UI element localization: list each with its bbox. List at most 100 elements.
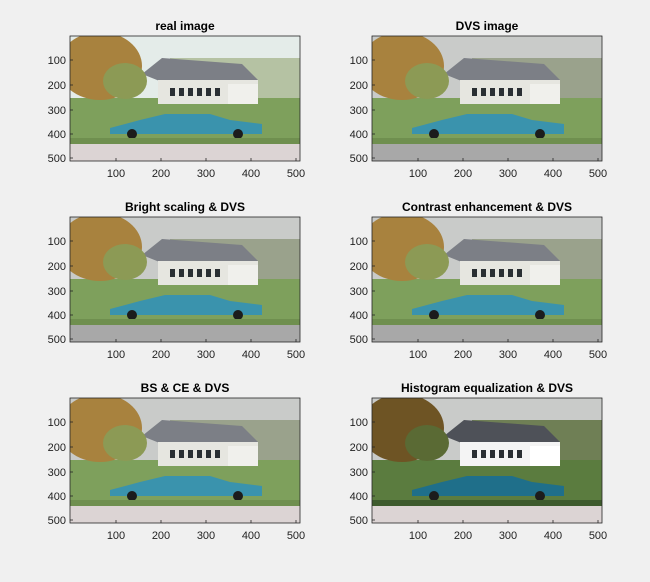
subplot-title: Contrast enhancement & DVS xyxy=(402,200,572,214)
y-tick-label: 400 xyxy=(48,310,66,322)
car-wheel xyxy=(429,310,439,320)
y-tick-label: 200 xyxy=(350,442,368,454)
house-window xyxy=(472,450,477,458)
subplot-title: DVS image xyxy=(456,19,519,33)
x-tick-label: 400 xyxy=(544,349,562,361)
house-window xyxy=(170,269,175,277)
house-window xyxy=(206,450,211,458)
house-window xyxy=(490,450,495,458)
car-wheel xyxy=(127,491,137,501)
x-tick-label: 300 xyxy=(499,349,517,361)
tree-foliage xyxy=(103,425,147,461)
image-display xyxy=(372,217,602,342)
y-tick-label: 500 xyxy=(48,153,66,165)
garage xyxy=(228,446,258,466)
y-tick-label: 300 xyxy=(48,105,66,117)
x-tick-label: 300 xyxy=(197,349,215,361)
y-tick-label: 100 xyxy=(350,417,368,429)
house-window xyxy=(472,88,477,96)
y-tick-label: 300 xyxy=(350,286,368,298)
garage xyxy=(228,84,258,104)
garage xyxy=(530,265,560,285)
x-tick-label: 200 xyxy=(454,168,472,180)
lawn-edge xyxy=(372,319,602,325)
car-body xyxy=(412,114,564,134)
house-window xyxy=(481,88,486,96)
house-window xyxy=(206,88,211,96)
car-wheel xyxy=(233,491,243,501)
tree-foliage xyxy=(405,244,449,280)
car-body xyxy=(110,476,262,496)
garage xyxy=(228,265,258,285)
axes-box xyxy=(69,35,301,162)
x-tick-label: 100 xyxy=(107,530,125,542)
car-wheel xyxy=(535,129,545,139)
house-window xyxy=(481,450,486,458)
axes-box xyxy=(69,397,301,524)
image-display xyxy=(372,36,602,161)
car-wheel xyxy=(233,310,243,320)
bottom-band xyxy=(372,506,602,523)
house-window xyxy=(508,88,513,96)
house-roof xyxy=(444,58,560,82)
garage xyxy=(530,84,560,104)
y-tick-label: 100 xyxy=(48,236,66,248)
house-window xyxy=(179,88,184,96)
house-window xyxy=(206,269,211,277)
image-display xyxy=(70,398,300,523)
house-window xyxy=(215,269,220,277)
house-window xyxy=(499,269,504,277)
car-wheel xyxy=(233,129,243,139)
y-tick-label: 100 xyxy=(350,236,368,248)
y-tick-label: 300 xyxy=(48,286,66,298)
x-tick-label: 400 xyxy=(242,530,260,542)
subplot-grid: real image 100 200 300 400 500 100 200 300 400 500… xyxy=(48,19,608,542)
x-tick-label: 100 xyxy=(107,349,125,361)
car-wheel xyxy=(535,491,545,501)
house-window xyxy=(499,450,504,458)
axes-box xyxy=(69,216,301,343)
car-wheel xyxy=(127,129,137,139)
x-tick-label: 200 xyxy=(454,349,472,361)
x-tick-label: 500 xyxy=(589,349,607,361)
subplot-panel: DVS image 100 200 300 400 500 100 200 300 400 500 xyxy=(350,19,608,180)
house-roof xyxy=(444,420,560,444)
house-window xyxy=(179,269,184,277)
subplot-title: Histogram equalization & DVS xyxy=(401,381,573,395)
bottom-band xyxy=(372,325,602,342)
bottom-band xyxy=(70,144,300,161)
car-wheel xyxy=(127,310,137,320)
garage xyxy=(530,446,560,466)
lawn-edge xyxy=(70,500,300,506)
y-tick-label: 100 xyxy=(48,417,66,429)
x-tick-label: 300 xyxy=(499,168,517,180)
y-tick-label: 200 xyxy=(48,80,66,92)
tree-foliage xyxy=(103,63,147,99)
x-tick-label: 400 xyxy=(242,168,260,180)
tree-foliage xyxy=(103,244,147,280)
x-tick-label: 500 xyxy=(287,349,305,361)
house-window xyxy=(215,88,220,96)
house-window xyxy=(517,450,522,458)
house-window xyxy=(508,269,513,277)
bottom-band xyxy=(70,325,300,342)
car-wheel xyxy=(535,310,545,320)
subplot-title: Bright scaling & DVS xyxy=(125,200,245,214)
car-wheel xyxy=(429,491,439,501)
y-tick-label: 500 xyxy=(48,515,66,527)
tree-foliage xyxy=(405,425,449,461)
house-roof xyxy=(142,420,258,444)
y-tick-label: 500 xyxy=(350,153,368,165)
x-tick-label: 500 xyxy=(589,168,607,180)
y-tick-label: 200 xyxy=(350,261,368,273)
image-display xyxy=(70,217,300,342)
y-tick-label: 100 xyxy=(48,55,66,67)
axes-box xyxy=(371,216,603,343)
subplot-panel: Bright scaling & DVS 100 200 300 400 500 100 20… xyxy=(48,200,306,361)
subplot-panel: Contrast enhancement & DVS 100 200 300 400 50… xyxy=(350,200,608,361)
subplot-panel: BS & CE & DVS 100 200 300 400 500 100 200 300 400… xyxy=(48,381,306,542)
y-tick-label: 400 xyxy=(48,491,66,503)
x-tick-label: 300 xyxy=(197,530,215,542)
axes-box xyxy=(371,397,603,524)
